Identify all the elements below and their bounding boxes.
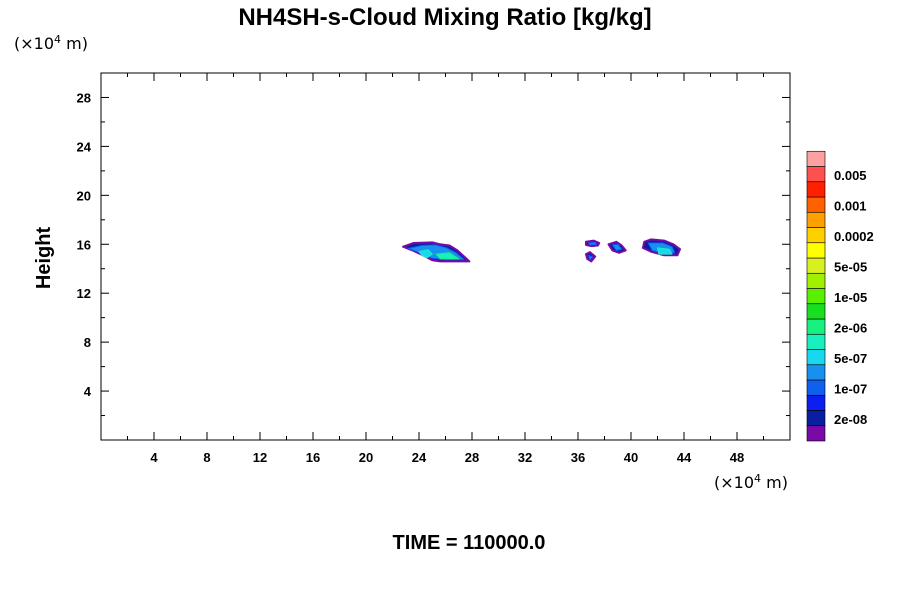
colorbar-label: 5e-07	[834, 351, 867, 366]
colorbar-swatch	[806, 288, 826, 305]
y-axis-label: Height	[33, 227, 55, 290]
x-tick-label: 44	[677, 450, 692, 465]
cloud-small-b-mid-contour	[588, 254, 594, 261]
time-label: TIME = 110000.0	[393, 532, 546, 554]
x-tick-label: 28	[465, 450, 479, 465]
cloud-mid-mid-contour	[612, 243, 623, 251]
cloud-left-core2-contour	[435, 252, 460, 260]
y-tick-labels: 4 8 12 16 20 24 28	[77, 90, 92, 399]
y-tick-label: 28	[77, 90, 91, 105]
y-tick-label: 16	[77, 237, 91, 252]
x-tick-label: 4	[150, 450, 158, 465]
y-tick-label: 20	[77, 188, 91, 203]
colorbar-label: 2e-08	[834, 412, 867, 427]
colorbar-swatch	[806, 349, 826, 366]
colorbar-swatch	[806, 150, 826, 167]
axis-ticks	[101, 73, 790, 440]
x-tick-label: 32	[518, 450, 532, 465]
colorbar-label: 0.0002	[834, 229, 874, 244]
colorbar-swatch	[806, 425, 826, 442]
colorbar-swatch	[806, 364, 826, 381]
cloud-right-core-contour	[657, 247, 673, 255]
colorbar-swatch	[806, 394, 826, 411]
cloud-left	[402, 241, 471, 263]
y-tick-label: 4	[84, 384, 92, 399]
colorbar-swatch	[806, 379, 826, 396]
chart-title: NH4SH-s-Cloud Mixing Ratio [kg/kg]	[238, 4, 651, 31]
y-tick-label: 24	[77, 139, 92, 154]
cloud-left-core-contour	[418, 249, 433, 259]
colorbar-swatch	[806, 242, 826, 259]
x-tick-label: 24	[412, 450, 427, 465]
colorbar-swatch	[806, 166, 826, 183]
x-tick-label: 36	[571, 450, 585, 465]
x-tick-labels: 4 8 12 16 20 24 28 32 36 40 44 48	[150, 450, 744, 465]
colorbar-label: 0.001	[834, 198, 867, 213]
x-tick-label: 8	[203, 450, 210, 465]
x-tick-label: 16	[306, 450, 320, 465]
cloud-small-b	[585, 251, 597, 263]
colorbar-label: 5e-05	[834, 259, 867, 274]
colorbar-swatch	[806, 211, 826, 228]
colorbar-label: 1e-07	[834, 381, 867, 396]
colorbar-swatch	[806, 227, 826, 244]
cloud-mid	[607, 240, 627, 254]
x-tick-label: 12	[253, 450, 267, 465]
cloud-right	[641, 238, 681, 257]
cloud-small-a	[585, 239, 601, 248]
cloud-small-a-mid-contour	[588, 241, 597, 246]
colorbar-swatch	[806, 257, 826, 274]
y-unit-label: (×104 m)	[14, 33, 88, 53]
y-tick-label: 12	[77, 286, 91, 301]
x-tick-label: 48	[730, 450, 744, 465]
colorbar-label: 2e-06	[834, 320, 867, 335]
y-tick-label: 8	[84, 335, 91, 350]
cloud-fields	[402, 238, 681, 263]
x-unit-label: (×104 m)	[714, 472, 788, 492]
colorbar-swatch	[806, 272, 826, 289]
colorbar-swatch	[806, 318, 826, 335]
x-tick-label: 40	[624, 450, 638, 465]
colorbar-label: 1e-05	[834, 290, 867, 305]
colorbar-swatch	[806, 181, 826, 198]
colorbar-label: 0.005	[834, 168, 867, 183]
x-tick-label: 20	[359, 450, 373, 465]
colorbar-swatch	[806, 410, 826, 427]
colorbar: 2e-08 1e-07 5e-07 2e-06 1e-05 5e-05 0.0002 0.00…	[806, 150, 874, 442]
colorbar-swatch	[806, 196, 826, 213]
colorbar-swatch	[806, 303, 826, 320]
colorbar-swatch	[806, 333, 826, 350]
